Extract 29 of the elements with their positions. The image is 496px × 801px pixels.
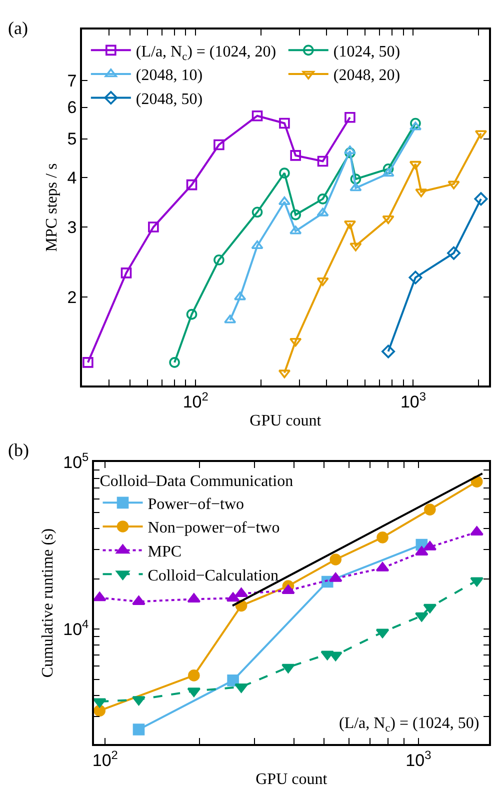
y-tick-label: 5 [67, 130, 77, 149]
legend-label: (2048, 10) [136, 67, 203, 84]
legend-label: (1024, 50) [333, 43, 400, 60]
x-axis-title: GPU count [256, 771, 328, 788]
x-tick-label: 10$^{3}$ [400, 389, 426, 412]
x-tick-label: 10$^{3}$ [406, 748, 432, 770]
legend-label: Non−power−of−two [148, 520, 280, 537]
annotation: (L/a, N$_{c}$) = (1024, 50) [339, 715, 480, 734]
legend-label: Power−of−two [148, 496, 244, 513]
legend-label: (2048, 20) [333, 67, 400, 84]
chart-title: (a) [8, 18, 28, 38]
y-tick-label: 10$^{4}$ [63, 616, 90, 639]
legend-title: Colloid–Data Communication [100, 472, 294, 490]
legend-label: Colloid−Calculation [148, 567, 279, 584]
legend-label: (2048, 50) [136, 91, 203, 108]
y-tick-label: 3 [67, 218, 77, 237]
x-axis-title: GPU count [250, 412, 322, 430]
x-tick-label: 10$^{2}$ [182, 389, 209, 412]
legend-label: MPC [148, 544, 182, 561]
chart-title: (b) [8, 440, 29, 460]
y-tick-label: 10$^{5}$ [63, 450, 90, 472]
y-axis-title: MPC steps / s [44, 163, 61, 252]
y-tick-label: 4 [67, 168, 77, 188]
y-tick-label: 2 [67, 288, 77, 308]
y-tick-label: 7 [67, 72, 77, 91]
y-tick-label: 6 [67, 98, 77, 118]
x-tick-label: 10$^{2}$ [92, 748, 118, 770]
y-axis-title: Cumulative runtime (s) [40, 528, 57, 678]
legend-label: (L/a, N$_{c}$) = (1024, 20) [136, 43, 276, 63]
